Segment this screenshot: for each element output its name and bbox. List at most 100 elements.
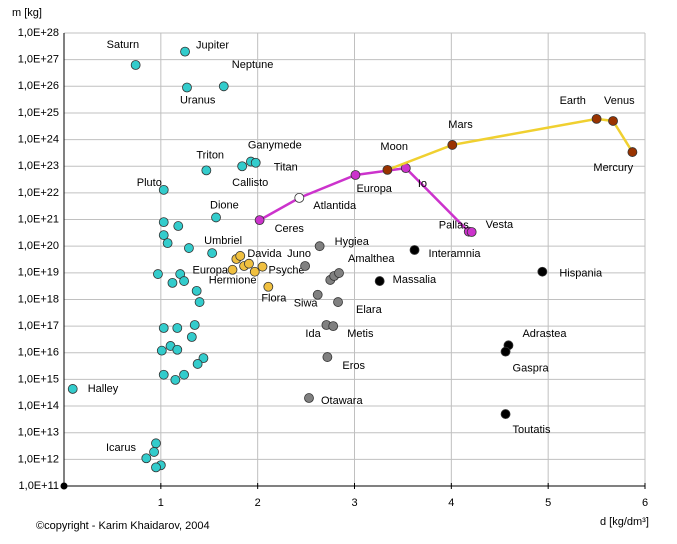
y-tick-label: 1,0E+11 [19,480,59,492]
point-label: Moon [380,141,408,153]
y-tick-label: 1,0E+27 [18,54,59,66]
point [447,140,458,150]
point-label: Triton [196,149,224,161]
point [180,46,190,57]
point-label: Ganymede [248,139,302,151]
point [151,438,161,449]
point [186,332,197,342]
point [158,323,169,333]
point-label: Icarus [106,442,136,454]
y-tick-label: 1,0E+22 [18,187,59,199]
point-label: Io [418,178,427,190]
y-tick-label: 1,0E+18 [18,293,59,305]
point [172,323,183,333]
point [194,297,205,307]
point-label: Psyche [269,265,305,277]
point-label: Ida [305,328,321,340]
x-tick-label: 1 [158,497,164,509]
point [249,266,260,277]
point [158,217,169,228]
point [263,281,274,292]
point [312,289,323,300]
y-tick-label: 1,0E+17 [18,320,59,332]
y-tick-label: 1,0E+16 [18,347,59,359]
x-axis-label: d [kg/dm³] [600,516,649,528]
point-label: Mars [448,119,473,131]
y-axis-label: m [kg] [12,7,42,19]
point-label: Otawara [321,395,363,407]
point [189,320,200,330]
copyright: ©copyright - Karim Khaidarov, 2004 [36,520,210,532]
x-tick-label: 2 [255,497,261,509]
point [182,82,192,93]
y-tick-label: 1,0E+21 [18,213,59,225]
point [466,227,477,237]
point-label: Davida [247,248,282,260]
point-label: Hygiea [335,236,370,248]
point [162,238,173,249]
point [250,157,261,168]
point-label: Adrastea [522,328,567,340]
point [608,116,618,126]
point-label: Uranus [180,94,216,106]
x-tick-label: 5 [545,497,551,509]
y-tick-label: 1,0E+28 [18,27,59,39]
point-label: Europa [356,183,392,195]
point-label: Atlantida [313,200,357,212]
point [409,245,420,255]
point [141,453,152,464]
point [153,269,163,279]
point-label: Europa [192,265,228,277]
point [244,258,254,269]
y-tick-label: 1,0E+23 [18,160,59,172]
point [172,344,183,355]
point-label: Earth [560,95,586,107]
point [254,215,265,226]
point-label: Amalthea [348,253,395,265]
point [67,384,78,394]
point-label: Umbriel [204,235,242,247]
point [304,393,314,403]
point [500,346,511,357]
point-label: Callisto [232,177,268,189]
point-label: Hispania [559,268,603,280]
point-label: Interamnia [429,248,482,260]
point [158,369,169,380]
point-label: Juno [287,248,311,260]
origin [60,482,68,490]
point [211,212,221,223]
point-label: Venus [604,95,635,107]
point [500,409,511,419]
point-label: Halley [88,383,119,395]
point [627,147,638,157]
point-label: Flora [261,293,287,305]
point [218,81,229,92]
point-label: Jupiter [196,40,229,52]
point [382,164,393,175]
point-label: Titan [274,162,298,174]
point [207,248,218,258]
point-label: Eros [342,360,365,372]
point [257,261,268,272]
point-label: Pallas [439,220,469,232]
y-tick-label: 1,0E+12 [18,453,59,465]
point [300,261,311,271]
point-label: Vesta [486,219,514,231]
point-label: Dione [210,199,239,211]
point [294,192,305,203]
point [170,374,181,385]
y-tick-label: 1,0E+20 [18,240,59,252]
point-label: Elara [356,304,383,316]
point-label: Saturn [107,39,139,51]
point-label: Toutatis [513,424,551,436]
point [158,184,169,195]
point [201,165,212,176]
point [322,352,333,362]
point [237,161,248,172]
x-tick-label: 3 [351,497,357,509]
x-tick-label: 4 [448,497,454,509]
point [158,230,169,241]
point [130,60,141,70]
point-label: Mercury [593,162,633,174]
